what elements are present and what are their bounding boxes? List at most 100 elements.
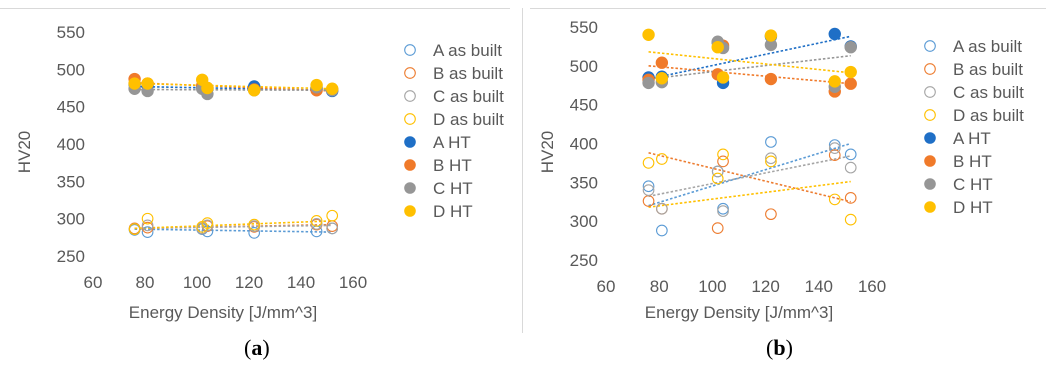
legend-label: A as built [433,41,502,60]
legend-marker [924,201,936,213]
panel-b-top-rule [530,8,1046,9]
y-tick-label: 500 [57,60,85,79]
point-d-as-built [717,148,729,161]
point-c-ht [642,76,655,90]
point-d-ht [642,28,655,41]
y-tick-label: 400 [570,135,598,154]
trendline-c-ht [648,54,851,80]
point-c-as-built [844,161,857,174]
x-tick-label: 160 [339,273,367,292]
legend-label: D HT [433,202,473,221]
legend-label: A as built [953,37,1022,56]
legend-marker [404,182,416,194]
legend-marker [404,113,416,125]
legend-label: D HT [953,198,993,217]
scatter-chart-b: 250 300 350 400 450 500 550 60 80 100 120 140 160 HV2… [538,18,1024,322]
chart-panel-a: 250 300 350 400 450 500 550 60 80 100 120 140 160 HV2… [15,23,504,360]
legend-label: C as built [433,87,504,106]
x-tick-label: 100 [183,273,211,292]
x-tick-label: 120 [751,277,779,296]
point-d-ht [201,81,214,95]
x-tick-label: 140 [805,277,833,296]
y-tick-label: 400 [57,135,85,154]
point-a-ht [828,27,841,41]
point-d-as-built [310,215,323,227]
x-tick-label: 120 [235,273,263,292]
x-axis-title: Energy Density [J/mm^3] [129,303,317,322]
x-tick-label: 100 [698,277,726,296]
point-d-as-built [201,217,214,229]
trendline-c-as-built [134,224,333,230]
point-c-as-built [717,205,729,217]
x-tick-label: 140 [287,273,315,292]
point-c-as-built [326,222,339,235]
legend-label: C HT [953,175,993,194]
trendline-c-ht [134,88,333,92]
point-d-ht [716,71,730,84]
trendline-b-as-built [648,152,851,203]
point-c-as-built [711,165,724,178]
point-d-ht [711,40,724,54]
point-d-as-built [765,155,777,168]
point-a-as-built [642,180,655,193]
point-d-ht [310,78,323,92]
panel-label-b: (b) [766,335,793,360]
point-c-as-built [310,218,323,230]
legend-label: A HT [433,133,471,152]
point-d-as-built [326,209,339,222]
point-a-as-built [656,224,668,237]
y-tick-label: 350 [570,173,598,192]
trendline-a-ht [648,35,851,80]
point-b-as-built [765,208,777,221]
legend-label: C HT [433,179,473,198]
trendline-d-ht [648,51,851,74]
legend-label: B as built [433,64,503,83]
legend-label: A HT [953,129,991,148]
x-tick-label: 60 [597,277,616,296]
point-b-as-built [642,195,655,207]
y-tick-label: 450 [57,98,85,117]
point-c-as-built [656,202,668,215]
legend-marker [404,205,416,217]
point-c-as-built [765,152,777,165]
point-d-as-built [128,223,141,235]
point-b-as-built [711,222,724,235]
point-c-as-built [642,184,655,196]
point-b-as-built [844,192,857,204]
point-c-ht [844,40,857,54]
point-d-as-built [844,213,857,226]
point-a-as-built [248,227,261,239]
legend-marker [924,40,936,52]
trendline-c-as-built [648,155,851,198]
point-d-ht [655,72,669,85]
point-a-as-built [717,202,729,215]
y-axis-title: HV20 [538,131,557,174]
point-a-as-built [141,226,154,238]
point-c-as-built [828,142,841,155]
trendline-b-ht [648,65,851,85]
legend-label: D as built [953,106,1024,125]
legend-marker [404,90,416,102]
point-a-as-built [844,148,857,161]
panel-label-a: (a) [244,335,270,360]
point-d-as-built [828,193,841,206]
y-tick-label: 250 [57,247,85,266]
legend-label: D as built [433,110,504,129]
trendline-a-as-built [134,228,333,233]
point-b-as-built [717,155,729,168]
point-d-as-built [642,157,655,169]
x-tick-label: 60 [84,273,103,292]
point-c-as-built [141,219,154,232]
legend-marker [924,63,936,75]
point-d-as-built [656,153,668,165]
panel-separator [522,8,523,333]
legend-marker [404,67,416,79]
legend-marker [924,132,936,144]
y-tick-label: 300 [57,210,85,229]
legend-label: B as built [953,60,1023,79]
trendline-d-ht [134,82,333,90]
point-b-ht [655,56,669,69]
point-d-as-built [248,218,261,231]
legend-label: B HT [953,152,992,171]
point-d-ht [326,82,339,95]
